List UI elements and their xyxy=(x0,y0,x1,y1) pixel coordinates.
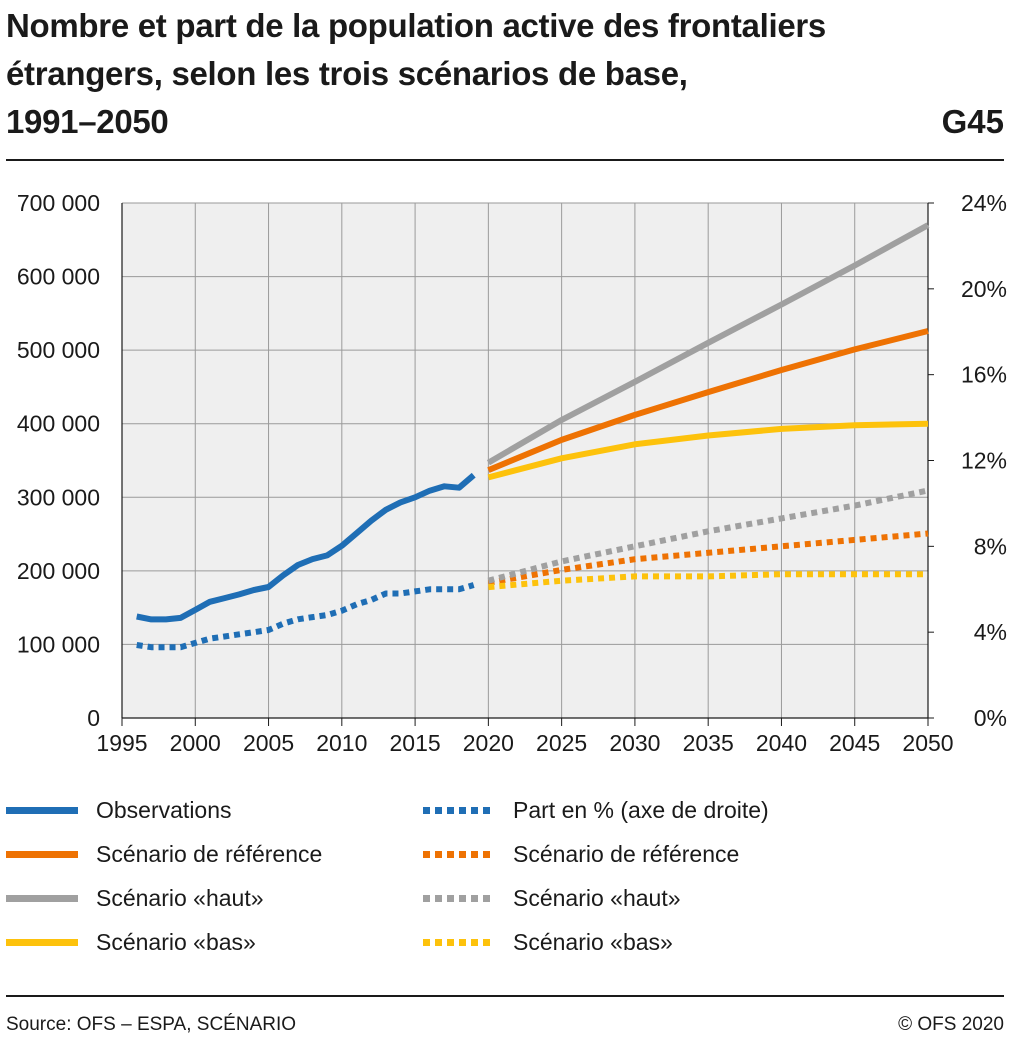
x-tick-label: 2010 xyxy=(316,730,367,756)
x-tick-label: 1995 xyxy=(96,730,147,756)
x-tick-label: 2020 xyxy=(463,730,514,756)
y-left-tick-label: 400 000 xyxy=(17,411,100,437)
x-tick-label: 2030 xyxy=(609,730,660,756)
y-right-tick-label: 4% xyxy=(974,619,1007,645)
chart-title: Nombre et part de la population active d… xyxy=(6,2,956,146)
x-tick-label: 2005 xyxy=(243,730,294,756)
title-line-1: Nombre et part de la population active d… xyxy=(6,7,826,44)
legend-item: Scénario de référence xyxy=(6,832,322,876)
legend-label: Scénario «bas» xyxy=(96,928,256,955)
y-right-tick-label: 8% xyxy=(974,533,1007,559)
y-left-tick-label: 0 xyxy=(87,705,100,731)
x-tick-label: 2045 xyxy=(829,730,880,756)
legend-swatch xyxy=(6,806,78,814)
legend-item: Scénario «bas» xyxy=(6,920,256,964)
source-note: Source: OFS – ESPA, SCÉNARIO xyxy=(6,1014,297,1035)
series-lines xyxy=(136,222,930,651)
legend-label: Scénario «haut» xyxy=(96,884,264,911)
legend-label: Scénario «bas» xyxy=(513,928,673,955)
plot-area xyxy=(122,203,928,718)
chart-code: G45 xyxy=(941,103,1004,140)
line-chart: 0 100 000 200 000 300 000 400 000 500 000 600 … xyxy=(17,190,1007,756)
legend-label: Scénario de référence xyxy=(513,840,740,867)
bottom-divider xyxy=(6,995,1004,997)
legend-swatch xyxy=(6,850,78,858)
x-tick-label: 2035 xyxy=(683,730,734,756)
legend-item: Scénario «haut» xyxy=(423,876,681,920)
y-right-tick-label: 12% xyxy=(961,448,1007,474)
legend-item: Part en % (axe de droite) xyxy=(423,788,769,832)
y-right-tick-label: 16% xyxy=(961,362,1007,388)
series-line-0 xyxy=(136,472,476,623)
legend-label: Observations xyxy=(96,796,232,823)
legend-item: Observations xyxy=(6,788,232,832)
x-tick-label: 2015 xyxy=(390,730,441,756)
copyright-note: © OFS 2020 xyxy=(898,1014,1004,1035)
legend-swatch xyxy=(423,806,495,814)
series-line-1 xyxy=(136,582,475,651)
x-tick-label: 2040 xyxy=(756,730,807,756)
title-line-3: 1991–2050 xyxy=(6,103,169,140)
title-line-2: étrangers, selon les trois scénarios de … xyxy=(6,55,688,92)
legend-label: Part en % (axe de droite) xyxy=(513,796,769,823)
legend-label: Scénario de référence xyxy=(96,840,323,867)
legend-label: Scénario «haut» xyxy=(513,884,681,911)
top-divider xyxy=(6,159,1004,161)
y-left-tick-label: 100 000 xyxy=(17,631,100,657)
x-tick-label: 2000 xyxy=(170,730,221,756)
legend-swatch xyxy=(6,894,78,902)
legend-swatch xyxy=(423,938,495,946)
x-tick-label: 2025 xyxy=(536,730,587,756)
legend-swatch xyxy=(423,894,495,902)
legend-swatch xyxy=(6,938,78,946)
legend-item: Scénario «bas» xyxy=(423,920,673,964)
legend-swatch xyxy=(423,850,495,858)
y-left-tick-label: 600 000 xyxy=(17,264,100,290)
y-left-tick-label: 700 000 xyxy=(17,190,100,216)
y-left-tick-label: 300 000 xyxy=(17,484,100,510)
y-right-tick-label: 20% xyxy=(961,276,1007,302)
legend-item: Scénario «haut» xyxy=(6,876,264,920)
y-right-tick-label: 0% xyxy=(974,705,1007,731)
y-right-tick-label: 24% xyxy=(961,190,1007,216)
y-left-tick-label: 500 000 xyxy=(17,337,100,363)
axes: 0 100 000 200 000 300 000 400 000 500 000 600 … xyxy=(17,190,1007,756)
x-tick-label: 2050 xyxy=(902,730,953,756)
y-left-tick-label: 200 000 xyxy=(17,558,100,584)
legend: Observations Part en % (axe de droite) Scé… xyxy=(0,788,1010,968)
legend-item: Scénario de référence xyxy=(423,832,739,876)
